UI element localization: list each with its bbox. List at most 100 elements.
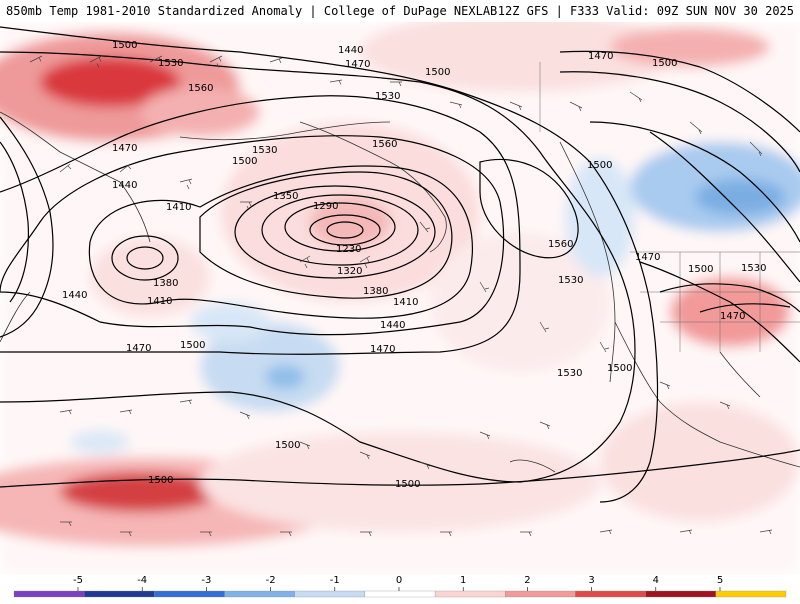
cold-anomaly-canada-core xyxy=(695,179,785,215)
contour-label: 1470 xyxy=(588,51,613,62)
contour-label: 1500 xyxy=(148,475,173,486)
contour-1530-ne xyxy=(589,121,800,243)
contour-label: 1290 xyxy=(313,201,338,212)
us-west-coast xyxy=(614,321,800,468)
alaska-coast xyxy=(299,121,447,253)
wind-barbs xyxy=(29,55,773,537)
warm-anomaly-west xyxy=(90,237,210,317)
colorbar-tick-label: -5 xyxy=(73,575,83,586)
colorbar-tick-label: 3 xyxy=(588,575,595,586)
colorbar-segment xyxy=(505,590,576,598)
contour-label: 1530 xyxy=(557,368,582,379)
contour-1560 xyxy=(479,158,579,259)
contour-label: 1500 xyxy=(652,58,677,69)
contour-1440 xyxy=(0,135,505,336)
contour-label: 1500 xyxy=(688,264,713,275)
colorbar-segment xyxy=(294,590,366,598)
warm-anomaly-se xyxy=(600,402,800,522)
contour-label: 1500 xyxy=(232,156,257,167)
colorbar-segment xyxy=(434,590,506,598)
cold-anomaly-sw xyxy=(70,430,130,454)
contour-label: 1530 xyxy=(158,58,183,69)
contour-us-trough xyxy=(649,131,800,283)
model-run-info: 12Z GFS | F333 Valid: 09Z SUN NOV 30 202… xyxy=(497,4,794,18)
header: 850mb Temp 1981-2010 Standardized Anomal… xyxy=(0,0,800,22)
map-panel[interactable]: 1500 1530 1440 1470 1500 1470 1500 1560 … xyxy=(0,22,800,575)
contour-label: 1320 xyxy=(337,266,362,277)
contour-label: 1500 xyxy=(180,340,205,351)
contour-label: 1410 xyxy=(166,202,191,213)
colorbar-scale xyxy=(13,587,787,598)
warm-anomaly-south xyxy=(200,432,600,532)
warm-anomaly-east-pac xyxy=(430,232,610,372)
height-contours xyxy=(0,26,800,503)
contour-labels: 1500 1530 1440 1470 1500 1470 1500 1560 … xyxy=(62,40,766,490)
contour-label: 1380 xyxy=(153,278,178,289)
cold-anomaly-coast xyxy=(565,157,635,277)
colorbar-tick-label: -1 xyxy=(329,575,340,586)
colorbar-tick-label: -4 xyxy=(137,575,148,586)
contour-label: 1470 xyxy=(112,143,137,154)
colorbar-tick-label: -2 xyxy=(265,575,276,586)
contour-label: 1350 xyxy=(273,191,298,202)
contour-1500-s xyxy=(0,449,800,488)
hawaii xyxy=(509,459,556,473)
colorbar-segment xyxy=(154,590,225,598)
contour-1320 xyxy=(261,194,419,266)
warm-anomaly-nw-core xyxy=(40,57,180,107)
contour-west-1500 xyxy=(0,116,54,338)
colorbar-segment xyxy=(715,590,787,598)
contour-1530 xyxy=(0,26,659,503)
map-title: 850mb Temp 1981-2010 Standardized Anomal… xyxy=(6,4,498,18)
contour-label: 1410 xyxy=(393,297,418,308)
contour-label: 1530 xyxy=(252,145,277,156)
contour-label: 1500 xyxy=(275,440,300,451)
colorbar-segment xyxy=(13,590,85,598)
contour-1260 xyxy=(309,214,381,246)
warm-anomaly-ne xyxy=(610,27,770,67)
contour-1470-ne xyxy=(559,50,800,133)
colorbar-tick-label: 5 xyxy=(716,575,724,586)
colorbar-tick-label: -3 xyxy=(201,575,212,586)
political-borders xyxy=(539,62,800,352)
contour-label: 1530 xyxy=(375,91,400,102)
contour-1470-us xyxy=(639,261,800,363)
canada-coast xyxy=(559,141,616,383)
contour-1380 xyxy=(199,171,453,299)
contour-label: 1470 xyxy=(126,343,151,354)
contour-1410-w xyxy=(111,235,179,281)
contour-label: 1500 xyxy=(607,363,632,374)
contour-1500-ne xyxy=(559,71,800,173)
contour-1530-us xyxy=(699,303,791,313)
colorbar-segment xyxy=(645,590,716,598)
colorbar-segment xyxy=(364,590,436,598)
contour-label: 1500 xyxy=(112,40,137,51)
contour-label: 1500 xyxy=(587,160,612,171)
baja-coast xyxy=(719,351,761,398)
contour-1350 xyxy=(234,185,436,279)
contour-label: 1440 xyxy=(112,180,137,191)
contour-label: 1410 xyxy=(147,296,172,307)
contour-1380-w xyxy=(126,246,164,270)
colorbar: -5 -4 -3 -2 -1 0 1 2 3 4 5 xyxy=(0,575,800,600)
contour-label: 1530 xyxy=(741,263,766,274)
cold-anomaly-central xyxy=(200,322,340,412)
contour-1230 xyxy=(326,221,364,239)
anomaly-shading xyxy=(0,22,800,575)
contour-1470 xyxy=(0,95,521,355)
contour-label: 1470 xyxy=(720,311,745,322)
colorbar-tick-label: 4 xyxy=(652,575,659,586)
contour-label: 1470 xyxy=(635,252,660,263)
colorbar-tick-label: 0 xyxy=(395,575,403,586)
contour-label: 1440 xyxy=(380,320,405,331)
contour-label: 1560 xyxy=(188,83,213,94)
contour-1290 xyxy=(284,202,396,252)
contour-label: 1380 xyxy=(363,286,388,297)
contour-1410 xyxy=(88,165,473,319)
contour-label: 1500 xyxy=(395,479,420,490)
contour-1500-us xyxy=(659,283,800,313)
aleutian-chain xyxy=(179,121,391,141)
colorbar-segment xyxy=(224,590,295,598)
contour-label: 1560 xyxy=(372,139,397,150)
colorbar-tick-label: 2 xyxy=(524,575,531,586)
